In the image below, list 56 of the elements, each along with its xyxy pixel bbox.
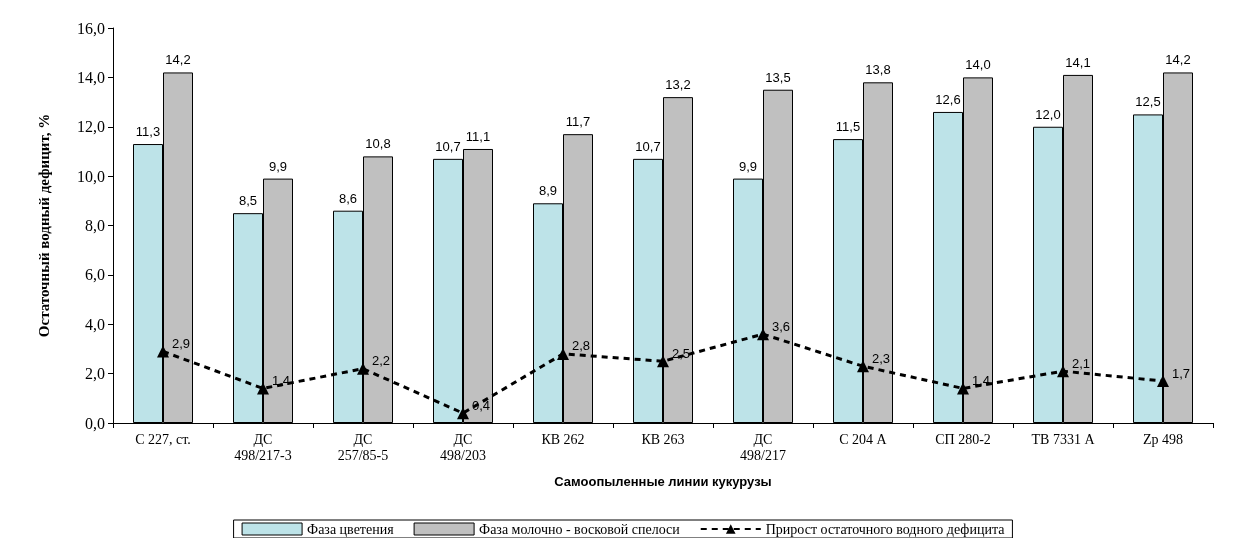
x-tick-label: Zp 498 [1142, 431, 1184, 447]
x-tick-label: КВ 263 [641, 431, 685, 447]
legend-label: Фаза молочно - восковой спелоси [479, 521, 681, 537]
x-tick-label: СП 280-2 [935, 431, 991, 447]
data-label: 8,6 [338, 190, 358, 206]
data-label: 3,6 [772, 318, 791, 334]
y-tick-label: 4,0 [85, 315, 105, 333]
data-label: 2,2 [372, 353, 391, 369]
data-label: 10,7 [435, 138, 461, 154]
data-label: 14,0 [965, 57, 991, 73]
data-label: 14,2 [165, 52, 191, 68]
y-tick-label: 10,0 [77, 167, 105, 185]
y-tick-label: 12,0 [77, 118, 105, 136]
y-tick-label: 6,0 [85, 266, 105, 284]
data-label: 13,2 [665, 77, 691, 93]
y-axis-title: Остаточный водный дефицит, % [35, 113, 52, 338]
legend-label: Фаза цветения [307, 521, 395, 537]
data-label: 12,5 [1135, 94, 1161, 110]
x-tick-label: ДС 257/85-5 [337, 431, 389, 463]
y-tick-label: 8,0 [85, 217, 105, 234]
y-tick-label: 0,0 [85, 414, 105, 432]
y-tick-label: 16,0 [77, 19, 105, 37]
x-tick-label: С 227, ст. [135, 431, 191, 447]
x-tick-label: ДС 498/203 [440, 431, 486, 463]
data-label: 2,5 [672, 345, 691, 361]
data-label: 14,1 [1065, 54, 1091, 70]
x-tick-label: КВ 262 [541, 431, 585, 447]
data-label: 8,5 [238, 193, 258, 209]
data-label: 12,0 [1035, 106, 1061, 122]
data-label: 2,8 [572, 338, 591, 354]
data-label: 11,5 [835, 119, 861, 135]
data-label: 2,9 [172, 335, 191, 351]
data-label: 14,2 [1165, 52, 1191, 68]
y-tick-label: 2,0 [85, 365, 105, 383]
x-axis-title: Самоопыленные линии кукурузы [554, 474, 772, 489]
data-label: 0,4 [472, 397, 491, 413]
data-label: 12,6 [935, 91, 961, 107]
x-tick-label: ДС 498/217 [740, 431, 786, 463]
legend-label: Прирост остаточного водного дефицита [765, 521, 1006, 537]
data-label: 2,3 [872, 350, 891, 366]
x-tick-label: С 204 А [839, 431, 888, 447]
data-label: 13,5 [765, 69, 791, 85]
data-label: 10,7 [635, 138, 661, 154]
data-label: 9,9 [268, 158, 288, 174]
x-tick-label: ТВ 7331 А [1031, 431, 1096, 447]
data-label: 10,8 [365, 136, 391, 152]
data-label: 11,1 [465, 128, 491, 144]
data-label: 13,8 [865, 62, 891, 78]
data-label: 9,9 [738, 158, 758, 174]
data-label: 2,1 [1072, 355, 1091, 371]
data-label: 11,3 [135, 124, 161, 140]
y-tick-label: 14,0 [77, 68, 105, 86]
data-label: 11,7 [565, 114, 591, 130]
data-label: 1,7 [1172, 365, 1191, 381]
x-tick-label: ДС 498/217-3 [234, 431, 292, 463]
data-label: 8,9 [538, 183, 558, 199]
